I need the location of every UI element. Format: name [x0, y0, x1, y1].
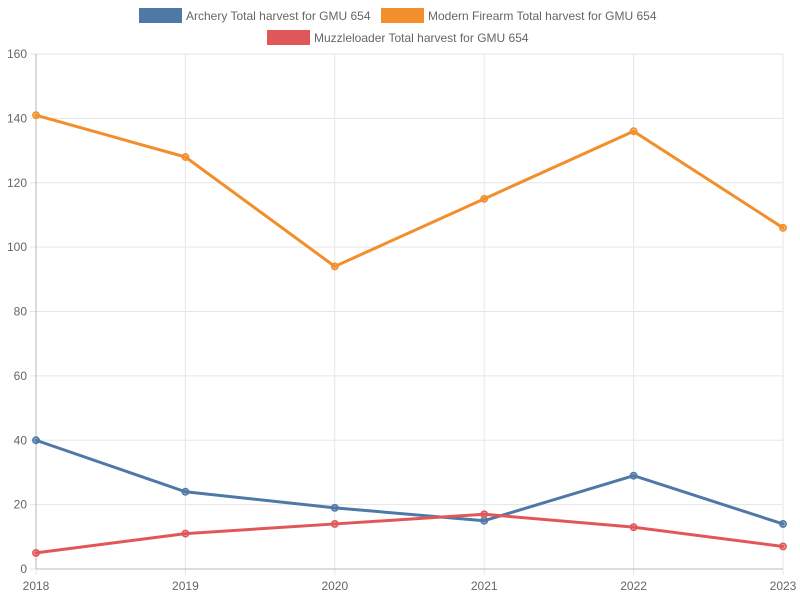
x-tick-label: 2019: [172, 579, 199, 593]
data-point[interactable]: [32, 436, 40, 445]
series-line: [34, 512, 785, 555]
data-point[interactable]: [181, 487, 190, 496]
chart-grid: [30, 53, 784, 575]
series-group: [32, 111, 787, 271]
chart-legend: Archery Total harvest for GMU 654 Modern…: [139, 8, 657, 45]
legend-item-archery[interactable]: Archery Total harvest for GMU 654: [139, 8, 371, 23]
x-tick-label: 2021: [471, 579, 498, 593]
data-point[interactable]: [32, 548, 40, 557]
legend-swatch-muzzleloader: [267, 30, 310, 45]
y-tick-label: 100: [7, 240, 27, 254]
data-point[interactable]: [779, 519, 787, 528]
y-tick-label: 0: [20, 562, 27, 576]
legend-swatch-modern-firearm: [381, 8, 424, 23]
x-tick-label: 2020: [321, 579, 348, 593]
legend-item-muzzleloader[interactable]: Muzzleloader Total harvest for GMU 654: [267, 30, 529, 45]
data-point[interactable]: [779, 223, 787, 232]
x-tick-label: 2018: [23, 579, 50, 593]
data-point[interactable]: [330, 519, 339, 528]
data-point[interactable]: [629, 127, 638, 136]
y-tick-label: 120: [7, 176, 27, 190]
x-tick-label: 2022: [620, 579, 647, 593]
data-point[interactable]: [779, 542, 787, 551]
data-point[interactable]: [629, 471, 638, 480]
y-tick-label: 140: [7, 111, 27, 125]
chart-series: [32, 111, 787, 557]
legend-swatch-archery: [139, 8, 182, 23]
y-tick-label: 60: [14, 369, 28, 383]
y-tick-label: 40: [14, 433, 28, 447]
y-tick-label: 160: [7, 47, 27, 61]
legend-label-archery: Archery Total harvest for GMU 654: [186, 9, 371, 23]
data-point[interactable]: [181, 153, 190, 161]
legend-item-modern-firearm[interactable]: Modern Firearm Total harvest for GMU 654: [381, 8, 657, 23]
legend-label-muzzleloader: Muzzleloader Total harvest for GMU 654: [314, 31, 529, 45]
data-point[interactable]: [330, 262, 339, 271]
y-tick-label: 80: [14, 305, 28, 319]
data-point[interactable]: [480, 194, 489, 203]
series-group: [32, 510, 787, 557]
series-line: [34, 438, 785, 526]
data-point[interactable]: [480, 510, 489, 519]
x-tick-label: 2023: [770, 579, 797, 593]
chart-axes: 0 20 40 60 80 100 120 140 160 2018 2019 2020 2021 202…: [7, 47, 797, 593]
data-point[interactable]: [330, 503, 339, 512]
data-point[interactable]: [480, 516, 489, 525]
data-point[interactable]: [629, 523, 638, 532]
data-point[interactable]: [181, 529, 190, 538]
y-tick-label: 20: [14, 498, 28, 512]
data-point[interactable]: [32, 111, 40, 120]
series-line: [34, 113, 785, 268]
legend-label-modern-firearm: Modern Firearm Total harvest for GMU 654: [428, 9, 657, 23]
series-group: [32, 436, 787, 528]
